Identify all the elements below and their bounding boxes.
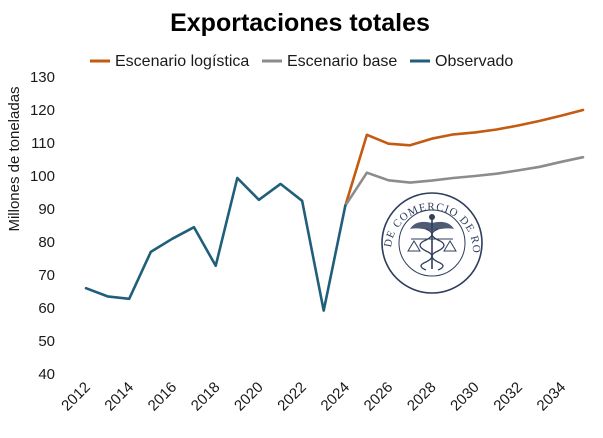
x-tick-label: 2026 [361,379,397,415]
series-line [84,176,347,312]
y-tick-label: 100 [30,168,55,185]
x-tick-label: 2032 [490,379,526,415]
x-tick-label: 2028 [404,379,440,415]
legend-label: Escenario base [287,53,397,70]
y-tick-label: 60 [38,300,55,317]
y-tick-label: 40 [38,366,55,383]
legend-label: Observado [435,53,513,70]
y-tick-label: 110 [31,135,55,152]
chart-title: Exportaciones totales [170,9,430,37]
y-axis-label: Millones de toneladas [6,86,23,231]
seal-staff-top [429,214,435,220]
x-tick-label: 2020 [231,379,267,415]
seal-outer-ring [381,192,483,294]
x-tick-label: 2014 [101,379,137,415]
seal-wings [410,221,454,231]
x-tick-label: 2016 [145,379,181,415]
x-tick-label: 2012 [58,379,94,415]
legend-label: Escenario logística [115,53,249,70]
y-tick-label: 120 [30,102,55,119]
x-axis-ticks: 2012 2014 2016 2018 2020 2022 2024 2026 2028 2030… [58,379,569,415]
y-tick-label: 80 [38,234,55,251]
y-axis-ticks: 40 50 60 70 80 90 100 110 120 130 [30,69,55,383]
seal-serpent-left [419,228,433,271]
series-line [343,155,585,207]
seal-text: BOLSA DE COMERCIO DE ROSARIO [0,0,482,254]
x-tick-label: 2030 [447,379,483,415]
seal-scales [407,240,457,252]
x-tick-label: 2018 [188,379,224,415]
x-tick-label: 2034 [534,379,570,415]
seal-inner-ring [398,209,466,277]
y-tick-label: 70 [38,267,55,284]
series-lines [84,108,585,312]
y-tick-label: 130 [30,69,55,86]
series-line [343,108,585,207]
y-tick-label: 90 [38,201,55,218]
x-tick-label: 2024 [318,379,354,415]
x-tick-label: 2022 [274,379,310,415]
legend: Escenario logística Escenario base Observa… [90,53,513,70]
y-tick-label: 50 [38,333,55,350]
seal-serpent-right [431,228,445,271]
